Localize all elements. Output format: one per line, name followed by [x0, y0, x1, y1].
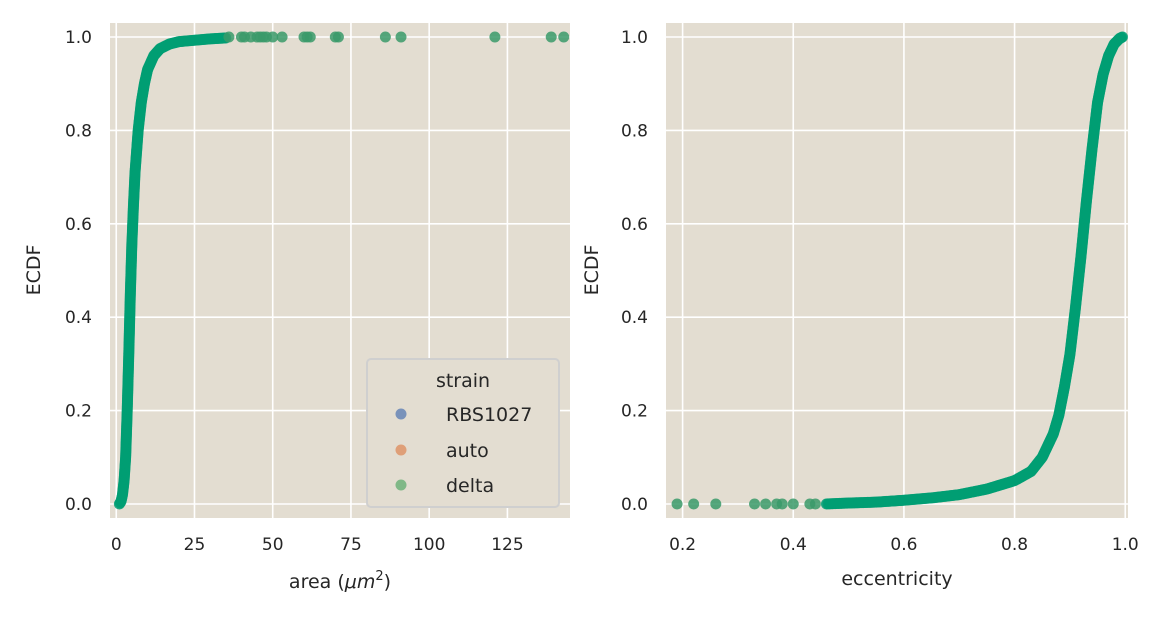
eccentricity-x-tick-label: 0.2	[669, 535, 696, 555]
legend-label-delta: delta	[446, 475, 494, 497]
area-outlier-point	[379, 31, 391, 43]
area-marks	[113, 31, 570, 510]
area-x-axis-label: area (μm2)	[289, 569, 391, 593]
eccentricity-marks	[671, 31, 1128, 510]
eccentricity-x-ticks: 0.2 0.4 0.6 0.8 1.0	[669, 535, 1139, 555]
eccentricity-outlier-point	[710, 498, 722, 510]
area-y-ticks: 0.0 0.2 0.4 0.6 0.8 1.0	[65, 28, 92, 515]
area-y-tick-label: 0.8	[65, 121, 92, 141]
legend-marker-delta	[395, 479, 407, 491]
eccentricity-x-axis-label: eccentricity	[841, 568, 952, 590]
eccentricity-panel: 0.2 0.4 0.6 0.8 1.0 0.0 0.2 0.4 0.6 0.8 1.0 eccen…	[581, 23, 1139, 590]
eccentricity-outlier-point	[760, 498, 772, 510]
area-outlier-point	[558, 31, 570, 43]
area-outlier-point	[545, 31, 557, 43]
legend-entry-auto: auto	[395, 440, 489, 462]
area-outlier-point	[395, 31, 407, 43]
area-outlier-point	[489, 31, 501, 43]
area-x-tick-label: 50	[262, 535, 284, 555]
area-x-tick-label: 0	[111, 535, 122, 555]
eccentricity-y-tick-label: 0.8	[621, 121, 648, 141]
area-y-tick-label: 0.0	[65, 495, 92, 515]
eccentricity-x-tick-label: 0.8	[1001, 535, 1028, 555]
eccentricity-outlier-point	[787, 498, 799, 510]
area-outlier-point	[332, 31, 344, 43]
eccentricity-outlier-point	[809, 498, 821, 510]
area-x-tick-label: 100	[413, 535, 445, 555]
area-y-axis-label: ECDF	[23, 245, 45, 296]
eccentricity-outlier-point	[749, 498, 761, 510]
legend-label-rbs1027: RBS1027	[446, 404, 532, 426]
area-y-tick-label: 0.2	[65, 402, 92, 422]
area-x-tick-label: 125	[491, 535, 523, 555]
eccentricity-gridlines	[666, 23, 1128, 518]
area-y-tick-label: 0.6	[65, 215, 92, 235]
area-x-tick-label: 25	[184, 535, 206, 555]
legend-entry-delta: delta	[395, 475, 494, 497]
eccentricity-outlier-point	[688, 498, 700, 510]
area-x-tick-label: 75	[340, 535, 362, 555]
eccentricity-x-tick-label: 1.0	[1112, 535, 1139, 555]
legend-entry-rbs1027: RBS1027	[395, 404, 532, 426]
eccentricity-plot-background	[666, 23, 1128, 518]
eccentricity-x-tick-label: 0.4	[780, 535, 807, 555]
eccentricity-outlier-point	[776, 498, 788, 510]
eccentricity-y-tick-label: 0.6	[621, 215, 648, 235]
area-outlier-point	[267, 31, 279, 43]
eccentricity-y-ticks: 0.0 0.2 0.4 0.6 0.8 1.0	[621, 28, 648, 515]
area-y-tick-label: 1.0	[65, 28, 92, 48]
eccentricity-y-tick-label: 0.2	[621, 402, 648, 422]
eccentricity-y-tick-label: 1.0	[621, 28, 648, 48]
area-outlier-point	[304, 31, 316, 43]
eccentricity-outlier-point	[671, 498, 683, 510]
area-x-ticks: 0 25 50 75 100 125	[111, 535, 524, 555]
eccentricity-y-tick-label: 0.4	[621, 308, 648, 328]
eccentricity-y-axis-label: ECDF	[581, 245, 603, 296]
legend-box	[366, 358, 560, 508]
area-gridlines	[110, 23, 570, 518]
eccentricity-ecdf-point	[1116, 31, 1128, 43]
legend-title: strain	[436, 370, 490, 392]
eccentricity-x-tick-label: 0.6	[890, 535, 917, 555]
area-outlier-point	[223, 31, 235, 43]
area-y-tick-label: 0.4	[65, 308, 92, 328]
legend-marker-auto	[395, 444, 407, 456]
legend-label-auto: auto	[446, 440, 489, 462]
area-panel: 0 25 50 75 100 125 0.0 0.2 0.4 0.6 0.8 1.0 area (μ…	[23, 23, 570, 593]
legend-marker-rbs1027	[395, 408, 407, 420]
area-outlier-point	[276, 31, 288, 43]
legend: strain RBS1027 auto delta	[366, 358, 560, 508]
eccentricity-y-tick-label: 0.0	[621, 495, 648, 515]
